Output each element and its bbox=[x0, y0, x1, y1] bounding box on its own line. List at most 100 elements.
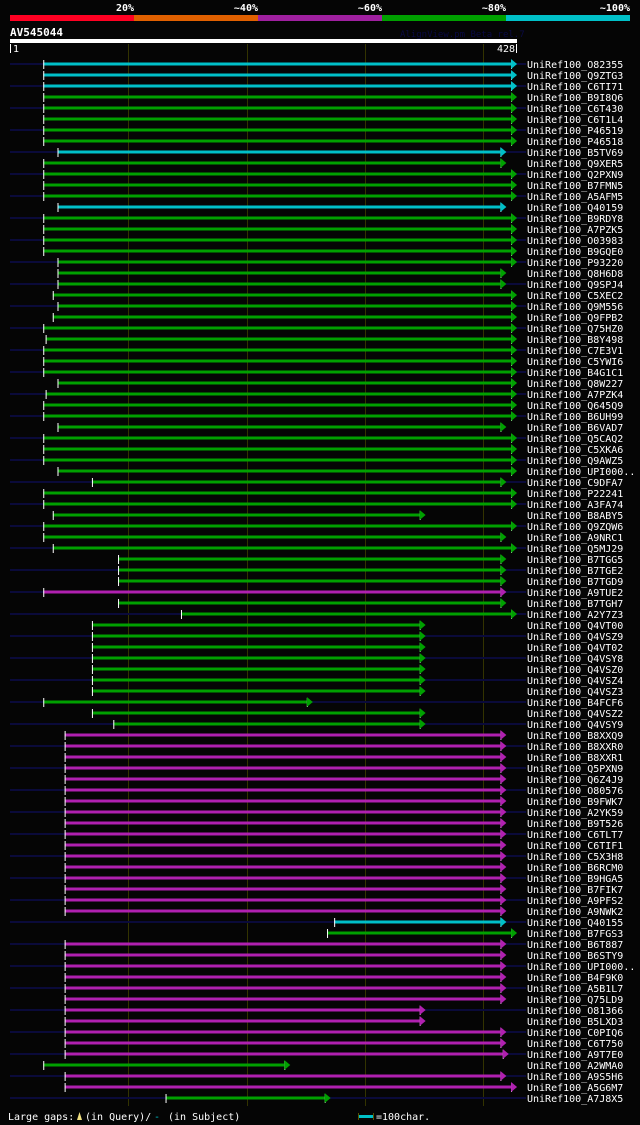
hit-label[interactable]: UniRef100_UPI000.. bbox=[527, 467, 635, 478]
hit-label[interactable]: UniRef100_Q4VSZ0 bbox=[527, 665, 623, 676]
hit-row[interactable]: UniRef100_B7TGD9 bbox=[118, 576, 623, 588]
hit-row[interactable]: UniRef100_B7TGE2 bbox=[10, 565, 623, 577]
hit-row[interactable]: UniRef100_Q40155 bbox=[10, 917, 623, 929]
hit-label[interactable]: UniRef100_Q40155 bbox=[527, 918, 623, 929]
hit-row[interactable]: UniRef100_Q2PXN9 bbox=[10, 169, 623, 181]
hit-label[interactable]: UniRef100_B6T887 bbox=[527, 940, 623, 951]
hit-label[interactable]: UniRef100_B9RDY8 bbox=[527, 214, 623, 225]
hit-label[interactable]: UniRef100_B7TGD9 bbox=[527, 577, 623, 588]
hit-label[interactable]: UniRef100_Q8H6D8 bbox=[527, 269, 623, 280]
hit-label[interactable]: UniRef100_A5AFM5 bbox=[527, 192, 623, 203]
hit-row[interactable]: UniRef100_A2WMA0 bbox=[43, 1060, 623, 1072]
hit-row[interactable]: UniRef100_B7TGH7 bbox=[118, 598, 623, 610]
hit-row[interactable]: UniRef100_Q9ZTG3 bbox=[43, 70, 623, 82]
hit-label[interactable]: UniRef100_C6T430 bbox=[527, 104, 623, 115]
hit-label[interactable]: UniRef100_Q645Q9 bbox=[527, 401, 623, 412]
hit-row[interactable]: UniRef100_UPI000.. bbox=[10, 961, 635, 973]
hit-row[interactable]: UniRef100_C5XKA6 bbox=[43, 444, 623, 456]
hit-row[interactable]: UniRef100_B9FWK7 bbox=[64, 796, 624, 808]
hit-row[interactable]: UniRef100_O81366 bbox=[10, 1005, 623, 1017]
hit-row[interactable]: UniRef100_Q6Z4J9 bbox=[64, 774, 624, 786]
hit-label[interactable]: UniRef100_A7PZK4 bbox=[527, 390, 623, 401]
hit-label[interactable]: UniRef100_Q75LD9 bbox=[527, 995, 623, 1006]
hit-label[interactable]: UniRef100_P93220 bbox=[527, 258, 623, 269]
hit-label[interactable]: UniRef100_B7FIK7 bbox=[527, 885, 623, 896]
hit-row[interactable]: UniRef100_B6STY9 bbox=[64, 950, 624, 962]
hit-row[interactable]: UniRef100_B8XXR0 bbox=[10, 741, 623, 753]
hit-row[interactable]: UniRef100_C5YWI6 bbox=[43, 356, 623, 368]
hit-label[interactable]: UniRef100_B4FCF6 bbox=[527, 698, 623, 709]
hit-label[interactable]: UniRef100_B8XXR0 bbox=[527, 742, 623, 753]
hit-row[interactable]: UniRef100_A9NWK2 bbox=[64, 906, 624, 918]
hit-label[interactable]: UniRef100_B6RCM0 bbox=[527, 863, 623, 874]
hit-label[interactable]: UniRef100_B9GQE0 bbox=[527, 247, 623, 258]
hit-row[interactable]: UniRef100_B7FGS3 bbox=[327, 928, 623, 940]
hit-label[interactable]: UniRef100_C0PIQ6 bbox=[527, 1028, 623, 1039]
hit-row[interactable]: UniRef100_P46518 bbox=[43, 136, 623, 148]
hit-row[interactable]: UniRef100_A7PZK4 bbox=[10, 389, 623, 401]
hit-label[interactable]: UniRef100_UPI000.. bbox=[527, 962, 635, 973]
hit-label[interactable]: UniRef100_C7E3V1 bbox=[527, 346, 623, 357]
hit-row[interactable]: UniRef100_B6UH99 bbox=[10, 411, 623, 423]
hit-row[interactable]: UniRef100_Q5CAQ2 bbox=[10, 433, 623, 445]
hit-label[interactable]: UniRef100_P22241 bbox=[527, 489, 623, 500]
hit-label[interactable]: UniRef100_Q9SPJ4 bbox=[527, 280, 623, 291]
hit-label[interactable]: UniRef100_P46519 bbox=[527, 126, 623, 137]
hit-label[interactable]: UniRef100_Q6Z4J9 bbox=[527, 775, 623, 786]
hit-label[interactable]: UniRef100_B7TGE2 bbox=[527, 566, 623, 577]
hit-label[interactable]: UniRef100_B7FGS3 bbox=[527, 929, 623, 940]
hit-row[interactable]: UniRef100_B9T526 bbox=[64, 818, 624, 830]
hit-label[interactable]: UniRef100_O82355 bbox=[527, 60, 623, 71]
hit-row[interactable]: UniRef100_B4FCF6 bbox=[10, 697, 623, 709]
hit-label[interactable]: UniRef100_B9HGA5 bbox=[527, 874, 623, 885]
hit-row[interactable]: UniRef100_Q40159 bbox=[57, 202, 623, 214]
hit-label[interactable]: UniRef100_B6UH99 bbox=[527, 412, 623, 423]
hit-label[interactable]: UniRef100_B7TGH7 bbox=[527, 599, 623, 610]
hit-row[interactable]: UniRef100_C6TI71 bbox=[10, 81, 623, 93]
hit-row[interactable]: UniRef100_B6RCM0 bbox=[64, 862, 624, 874]
hit-label[interactable]: UniRef100_A2YK59 bbox=[527, 808, 623, 819]
hit-row[interactable]: UniRef100_A9NRC1 bbox=[43, 532, 623, 544]
hit-label[interactable]: UniRef100_B8Y498 bbox=[527, 335, 623, 346]
hit-label[interactable]: UniRef100_B4G1C1 bbox=[527, 368, 623, 379]
hit-label[interactable]: UniRef100_Q75HZ0 bbox=[527, 324, 623, 335]
hit-row[interactable]: UniRef100_B4G1C1 bbox=[10, 367, 623, 379]
hit-label[interactable]: UniRef100_O81366 bbox=[527, 1006, 623, 1017]
hit-label[interactable]: UniRef100_B8XXR1 bbox=[527, 753, 623, 764]
hit-row[interactable]: UniRef100_Q4VSZ2 bbox=[91, 708, 623, 720]
hit-row[interactable]: UniRef100_Q8W227 bbox=[57, 378, 623, 390]
hit-label[interactable]: UniRef100_Q4VSY8 bbox=[527, 654, 623, 665]
hit-row[interactable]: UniRef100_A2YK59 bbox=[10, 807, 623, 819]
hit-row[interactable]: UniRef100_C6TIF1 bbox=[64, 840, 624, 852]
hit-row[interactable]: UniRef100_Q4VSY8 bbox=[10, 653, 623, 665]
hit-label[interactable]: UniRef100_C6TIF1 bbox=[527, 841, 623, 852]
hit-row[interactable]: UniRef100_B9RDY8 bbox=[10, 213, 623, 225]
hit-label[interactable]: UniRef100_Q4VSZ2 bbox=[527, 709, 623, 720]
hit-row[interactable]: UniRef100_Q4VSZ4 bbox=[10, 675, 623, 687]
hit-label[interactable]: UniRef100_B9T526 bbox=[527, 819, 623, 830]
hit-label[interactable]: UniRef100_A9TUE2 bbox=[527, 588, 623, 599]
hit-label[interactable]: UniRef100_Q4VSZ4 bbox=[527, 676, 623, 687]
hit-label[interactable]: UniRef100_B7TGG5 bbox=[527, 555, 623, 566]
hit-row[interactable]: UniRef100_B7TGG5 bbox=[118, 554, 623, 566]
hit-row[interactable]: UniRef100_B9HGA5 bbox=[10, 873, 623, 885]
hit-label[interactable]: UniRef100_C5XEC2 bbox=[527, 291, 623, 302]
hit-label[interactable]: UniRef100_Q40159 bbox=[527, 203, 623, 214]
hit-row[interactable]: UniRef100_C0PIQ6 bbox=[10, 1027, 623, 1039]
hit-label[interactable]: UniRef100_Q9FPB2 bbox=[527, 313, 623, 324]
hit-label[interactable]: UniRef100_A5B1L7 bbox=[527, 984, 623, 995]
hit-label[interactable]: UniRef100_C9DFA7 bbox=[527, 478, 623, 489]
hit-row[interactable]: UniRef100_A5B1L7 bbox=[10, 983, 623, 995]
hit-row[interactable]: UniRef100_Q75LD9 bbox=[64, 994, 624, 1006]
hit-row[interactable]: UniRef100_P22241 bbox=[43, 488, 623, 500]
hit-row[interactable]: UniRef100_Q9XER5 bbox=[43, 158, 623, 170]
hit-row[interactable]: UniRef100_C6T750 bbox=[64, 1038, 624, 1050]
hit-label[interactable]: UniRef100_P46518 bbox=[527, 137, 623, 148]
hit-row[interactable]: UniRef100_Q8H6D8 bbox=[57, 268, 623, 280]
hit-row[interactable]: UniRef100_C7E3V1 bbox=[10, 345, 623, 357]
hit-row[interactable]: UniRef100_Q4VSZ9 bbox=[10, 631, 623, 643]
hit-row[interactable]: UniRef100_O82355 bbox=[10, 59, 623, 71]
hit-label[interactable]: UniRef100_Q2PXN9 bbox=[527, 170, 623, 181]
hit-row[interactable]: UniRef100_C6TLT7 bbox=[10, 829, 623, 841]
hit-label[interactable]: UniRef100_O03983 bbox=[527, 236, 623, 247]
